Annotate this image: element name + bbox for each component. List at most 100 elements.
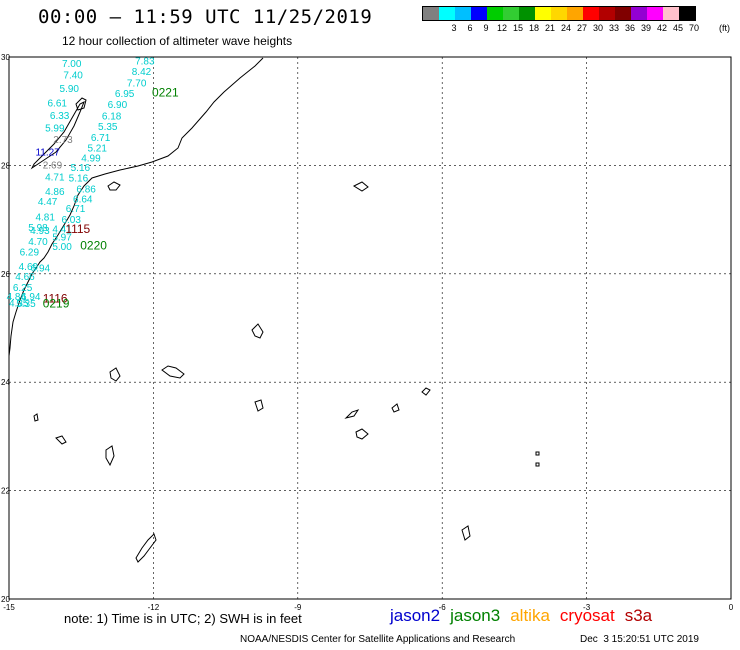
wave-height-value: 6.18 xyxy=(102,111,122,122)
africa-coastline xyxy=(8,57,264,357)
legend-tick-label: 24 xyxy=(560,23,572,33)
legend-swatch xyxy=(471,7,487,20)
legend-tick-label: 33 xyxy=(608,23,620,33)
island-m xyxy=(535,451,540,456)
wave-height-value: 4.93 xyxy=(30,226,50,237)
lat-tick-label: 24 xyxy=(1,378,10,387)
map-title: 00:00 – 11:59 UTC 11/25/2019 xyxy=(38,6,373,28)
legend-swatch xyxy=(567,7,583,20)
island-a xyxy=(352,181,369,192)
fuerteventura-island xyxy=(30,100,85,170)
footnote: note: 1) Time is in UTC; 2) SWH is in fe… xyxy=(64,611,302,626)
wave-height-value: 6.94 xyxy=(21,292,41,303)
legend-swatch xyxy=(519,7,535,20)
satellite-label: cryosat xyxy=(559,606,615,625)
legend-tick-label: 36 xyxy=(624,23,636,33)
wave-height-value: 4.66 xyxy=(15,272,35,283)
wave-height-value: 5.21 xyxy=(87,143,107,154)
island-f xyxy=(344,409,360,419)
satellite-label: s3a xyxy=(624,606,653,625)
wave-height-value: 4.81 xyxy=(35,213,55,224)
wave-height-value: 6.33 xyxy=(50,111,70,122)
legend-tick-label: 3 xyxy=(451,23,457,33)
wave-height-value: 6.95 xyxy=(115,89,135,100)
island-n xyxy=(535,462,540,467)
wave-height-value: 7.40 xyxy=(63,71,83,82)
island-d xyxy=(109,367,121,382)
legend-swatch xyxy=(583,7,599,20)
lon-tick-label: -6 xyxy=(439,603,447,612)
wave-height-value: 5.16 xyxy=(69,174,89,185)
legend-swatch xyxy=(631,7,647,20)
satellite-label: altika xyxy=(510,606,550,625)
lon-tick-label: -9 xyxy=(294,603,302,612)
satellite-legend: jason2 jason3 altika cryosat s3a xyxy=(390,606,652,626)
legend-swatch xyxy=(503,7,519,20)
legend-swatch xyxy=(599,7,615,20)
wave-height-value: 7.70 xyxy=(127,78,147,89)
wave-height-value: 5.90 xyxy=(60,84,80,95)
legend-swatch xyxy=(551,7,567,20)
wave-height-value: 6.94 xyxy=(31,264,51,275)
wave-height-value: 4.69 xyxy=(19,262,39,273)
wave-height-value: 5.16 xyxy=(71,163,91,174)
legend-tick-label: 70 xyxy=(688,23,700,33)
satellite-label: jason2 xyxy=(390,606,441,625)
wave-height-legend: (ft) 3 6 9 12 15 18 21 24 27 30 33 36 39 42 45 70 xyxy=(422,6,730,35)
lat-tick-label: 20 xyxy=(1,595,10,604)
legend-swatch xyxy=(423,7,439,20)
lat-tick-label: 30 xyxy=(1,53,10,62)
coastlines xyxy=(8,57,540,563)
wave-height-value: 5.35 xyxy=(98,122,118,133)
legend-swatch xyxy=(487,7,503,20)
pass-time-label: 1115 xyxy=(65,222,90,236)
legend-tick-label: 18 xyxy=(528,23,540,33)
wave-height-value: 6.03 xyxy=(61,215,81,226)
wave-height-value: 4.41 xyxy=(52,225,72,236)
pass-time-label: 0219 xyxy=(43,296,70,310)
lanzarote-island xyxy=(75,97,87,111)
lat-tick-label: 22 xyxy=(1,487,10,496)
legend-tick-label: 9 xyxy=(483,23,489,33)
island-e xyxy=(254,399,264,412)
lat-lon-grid xyxy=(9,57,731,599)
legend-color-bar xyxy=(422,6,696,21)
wave-height-value: 5.97 xyxy=(52,233,72,244)
map-frame xyxy=(8,56,732,600)
legend-tick-label: 45 xyxy=(672,23,684,33)
wave-height-value: 5.99 xyxy=(45,123,65,134)
legend-tick-labels: (ft) 3 6 9 12 15 18 21 24 27 30 33 36 39 42 45 70 xyxy=(422,21,730,35)
wave-height-value: 11.27 xyxy=(35,148,60,159)
island-g xyxy=(391,403,400,413)
legend-tick-label: 15 xyxy=(512,23,524,33)
lon-tick-label: -12 xyxy=(148,603,160,612)
wave-height-observations: 7.83 7.00 8.42 7.40 7.70 5.90 6.956.90 6.61 6.18… xyxy=(7,57,155,310)
island-k xyxy=(55,435,67,445)
wave-height-value: 8.42 xyxy=(132,67,152,78)
island-o xyxy=(461,525,471,541)
legend-swatch xyxy=(455,7,471,20)
wave-height-value: 2.73 xyxy=(53,135,73,146)
island-c xyxy=(161,365,185,379)
lon-tick-label: 0 xyxy=(729,603,734,612)
wave-height-value: 6.71 xyxy=(66,204,86,215)
wave-height-value: 4.86 xyxy=(45,187,65,198)
legend-tick-label: 6 xyxy=(467,23,473,33)
wave-height-value: 4.71 xyxy=(45,173,65,184)
island-h xyxy=(421,387,431,396)
satellite-label: jason3 xyxy=(450,606,501,625)
wave-height-value: 4.70 xyxy=(28,237,48,248)
legend-tick-label: 42 xyxy=(656,23,668,33)
lon-tick-label: -3 xyxy=(583,603,591,612)
wave-height-value: 5.98 xyxy=(28,223,48,234)
legend-tick-label: 12 xyxy=(496,23,508,33)
wave-height-value: 4.47 xyxy=(38,197,58,208)
wave-height-value: 6.90 xyxy=(108,100,128,111)
legend-tick-label: 21 xyxy=(544,23,556,33)
legend-swatch xyxy=(535,7,551,20)
wave-height-value: 6.86 xyxy=(76,185,96,196)
legend-swatch xyxy=(439,7,455,20)
lat-tick-label: 26 xyxy=(1,270,10,279)
